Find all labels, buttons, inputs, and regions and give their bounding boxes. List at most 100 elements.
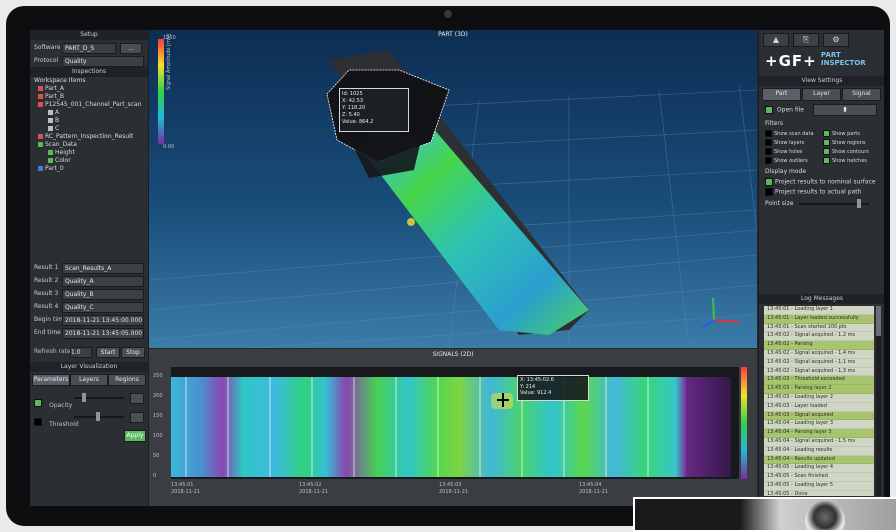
log-entry[interactable]: 13:45:01 - Layer loaded successfully xyxy=(764,314,874,324)
browse-button[interactable]: ... xyxy=(120,43,142,54)
threshold-checkbox[interactable] xyxy=(34,417,42,426)
tree-item[interactable]: Part_A xyxy=(34,85,142,93)
opacity-spin[interactable] xyxy=(130,393,144,404)
log-scrollbar[interactable] xyxy=(876,306,881,496)
param-row[interactable]: Result 1 Scan_Results_A xyxy=(30,262,148,274)
filter-item[interactable]: Show hatches xyxy=(823,157,867,164)
part-3d-view[interactable]: PART (3D) 1250 0.00 Signal Amplitude [mV… xyxy=(149,30,757,348)
mode-part[interactable]: Part xyxy=(762,88,801,101)
log-entry[interactable]: 13:45:01 - Scan started 100 pts xyxy=(764,324,874,333)
log-entry[interactable]: 13:45:05 - Done xyxy=(764,491,874,496)
gear-icon[interactable]: ⚙ xyxy=(823,33,849,47)
display-option-2[interactable]: Project results to actual path xyxy=(765,188,861,196)
display-option-1-check[interactable] xyxy=(765,178,773,186)
filter-checkbox[interactable] xyxy=(823,157,830,164)
log-entry[interactable]: 13:45:02 - Signal acquired - 1.4 ms xyxy=(764,350,874,359)
tree-item[interactable]: C xyxy=(34,125,142,133)
display-option-1[interactable]: Project results to nominal surface xyxy=(765,178,876,186)
filter-item[interactable]: Show holes xyxy=(765,148,802,155)
software-value[interactable]: PART_D_S xyxy=(62,43,116,54)
log-entry[interactable]: 13:45:03 - Signal acquired xyxy=(764,411,874,421)
log-entry[interactable]: 13:45:01 - Loading layer 1 xyxy=(764,306,874,315)
log-entry[interactable]: 13:45:04 - Loading results xyxy=(764,447,874,456)
log-entry[interactable]: 13:45:05 - Loading layer 4 xyxy=(764,464,874,474)
log-entry[interactable]: 13:45:04 - Loading layer 3 xyxy=(764,420,874,430)
log-entry[interactable]: 13:45:02 - Signal acquired - 1.2 ms xyxy=(764,332,874,342)
param-value[interactable]: 2018-11-21 13:45:00.000 xyxy=(62,315,144,326)
filter-checkbox[interactable] xyxy=(765,130,772,137)
tree-item[interactable]: Part_0 xyxy=(34,165,142,173)
param-row[interactable]: End time 2018-11-21 13:45:05.000 xyxy=(30,327,148,339)
display-option-2-check[interactable] xyxy=(765,188,773,196)
log-scroll-thumb[interactable] xyxy=(876,306,881,336)
mode-signal[interactable]: Signal xyxy=(842,88,881,101)
log-entry[interactable]: 13:45:05 - Loading layer 5 xyxy=(764,482,874,491)
up-icon[interactable]: ▲ xyxy=(763,33,789,47)
tree-item[interactable]: B xyxy=(34,117,142,125)
software-field[interactable]: Software PART_D_S ... xyxy=(30,42,148,54)
opacity-track[interactable] xyxy=(74,397,124,399)
filter-item[interactable]: Show regions xyxy=(823,139,866,146)
open-file-row[interactable]: Open file xyxy=(765,106,804,114)
filter-checkbox[interactable] xyxy=(765,157,772,164)
apply-button[interactable]: Apply xyxy=(124,430,146,442)
log-entry[interactable]: 13:45:04 - Results updated xyxy=(764,455,874,465)
opacity-checkbox[interactable] xyxy=(34,398,42,407)
log-entry[interactable]: 13:45:02 - Signal acquired - 1.3 ms xyxy=(764,368,874,377)
tab-regions[interactable]: Regions xyxy=(108,374,146,386)
param-value[interactable]: Quality_C xyxy=(62,302,144,313)
log-entry[interactable]: 13:45:02 - Parsing xyxy=(764,341,874,350)
tree-item[interactable]: Part_B xyxy=(34,93,142,101)
filter-checkbox[interactable] xyxy=(823,139,830,146)
param-value[interactable]: 2018-11-21 13:45:05.000 xyxy=(62,328,144,339)
log-entry[interactable]: 13:45:04 - Parsing layer 3 xyxy=(764,429,874,438)
start-button[interactable]: Start xyxy=(96,347,120,358)
tab-parameters[interactable]: Parameters xyxy=(32,374,70,386)
param-row[interactable]: Result 2 Quality_A xyxy=(30,275,148,287)
point-size-handle[interactable] xyxy=(857,199,861,208)
param-value[interactable]: Scan_Results_A xyxy=(62,263,144,274)
filter-item[interactable]: Show contours xyxy=(823,148,869,155)
log-entry[interactable]: 13:45:03 - Loading layer 2 xyxy=(764,394,874,403)
protocol-field[interactable]: Protocol Quality xyxy=(30,55,148,67)
opacity-handle[interactable] xyxy=(82,393,86,402)
signal-heatmap[interactable]: X: 13:45:02.6 Y: 214 Value: 912.4 xyxy=(171,367,739,479)
mode-layer[interactable]: Layer xyxy=(802,88,841,101)
stop-button[interactable]: Stop xyxy=(121,347,145,358)
tree-item[interactable]: Scan_Data xyxy=(34,141,142,149)
tab-layers[interactable]: Layers xyxy=(70,374,108,386)
tree-item[interactable]: Height xyxy=(34,149,142,157)
tree-item[interactable]: A xyxy=(34,109,142,117)
param-row[interactable]: Result 4 Quality_C xyxy=(30,301,148,313)
param-value[interactable]: Quality_A xyxy=(62,276,144,287)
log-entry[interactable]: 13:45:02 - Signal acquired - 1.1 ms xyxy=(764,359,874,368)
filter-checkbox[interactable] xyxy=(765,139,772,146)
filter-checkbox[interactable] xyxy=(823,130,830,137)
log-list[interactable]: 13:45:01 - Loading layer 1 13:45:01 - Lay… xyxy=(764,306,874,496)
threshold-handle[interactable] xyxy=(96,412,100,421)
refresh-value[interactable]: 1.0 xyxy=(70,347,92,358)
protocol-value[interactable]: Quality xyxy=(62,56,144,67)
param-row[interactable]: Result 3 Quality_B xyxy=(30,288,148,300)
param-row[interactable]: Begin time 2018-11-21 13:45:00.000 xyxy=(30,314,148,326)
log-entry[interactable]: 13:45:03 - Parsing layer 2 xyxy=(764,385,874,394)
filter-item[interactable]: Show layers xyxy=(765,139,804,146)
filter-item[interactable]: Show outliers xyxy=(765,157,808,164)
copy-icon[interactable]: ⎘ xyxy=(793,33,819,47)
point-size-track[interactable] xyxy=(799,203,869,205)
filter-checkbox[interactable] xyxy=(765,148,772,155)
filter-item[interactable]: Show scan data xyxy=(765,130,814,137)
log-entry[interactable]: 13:45:03 - Layer loaded xyxy=(764,403,874,412)
param-value[interactable]: Quality_B xyxy=(62,289,144,300)
tree-item[interactable]: RC_Pattern_Inspection_Result xyxy=(34,133,142,141)
tree-item[interactable]: Color xyxy=(34,157,142,165)
log-entry[interactable]: 13:45:04 - Signal acquired - 1.5 ms xyxy=(764,438,874,447)
log-entry[interactable]: 13:45:05 - Scan finished xyxy=(764,473,874,482)
tree-item[interactable]: P12545_001_Channel_Part_scan xyxy=(34,101,142,109)
open-checkbox[interactable] xyxy=(765,106,773,114)
open-file-button[interactable]: ▮ xyxy=(813,104,877,116)
log-entry[interactable]: 13:45:03 - Threshold exceeded xyxy=(764,376,874,386)
filter-item[interactable]: Show parts xyxy=(823,130,860,137)
threshold-spin[interactable] xyxy=(130,412,144,423)
filter-checkbox[interactable] xyxy=(823,148,830,155)
